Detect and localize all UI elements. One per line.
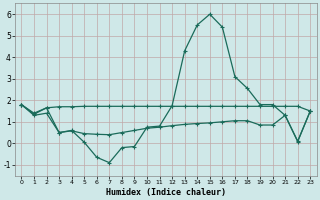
X-axis label: Humidex (Indice chaleur): Humidex (Indice chaleur) [106,188,226,197]
